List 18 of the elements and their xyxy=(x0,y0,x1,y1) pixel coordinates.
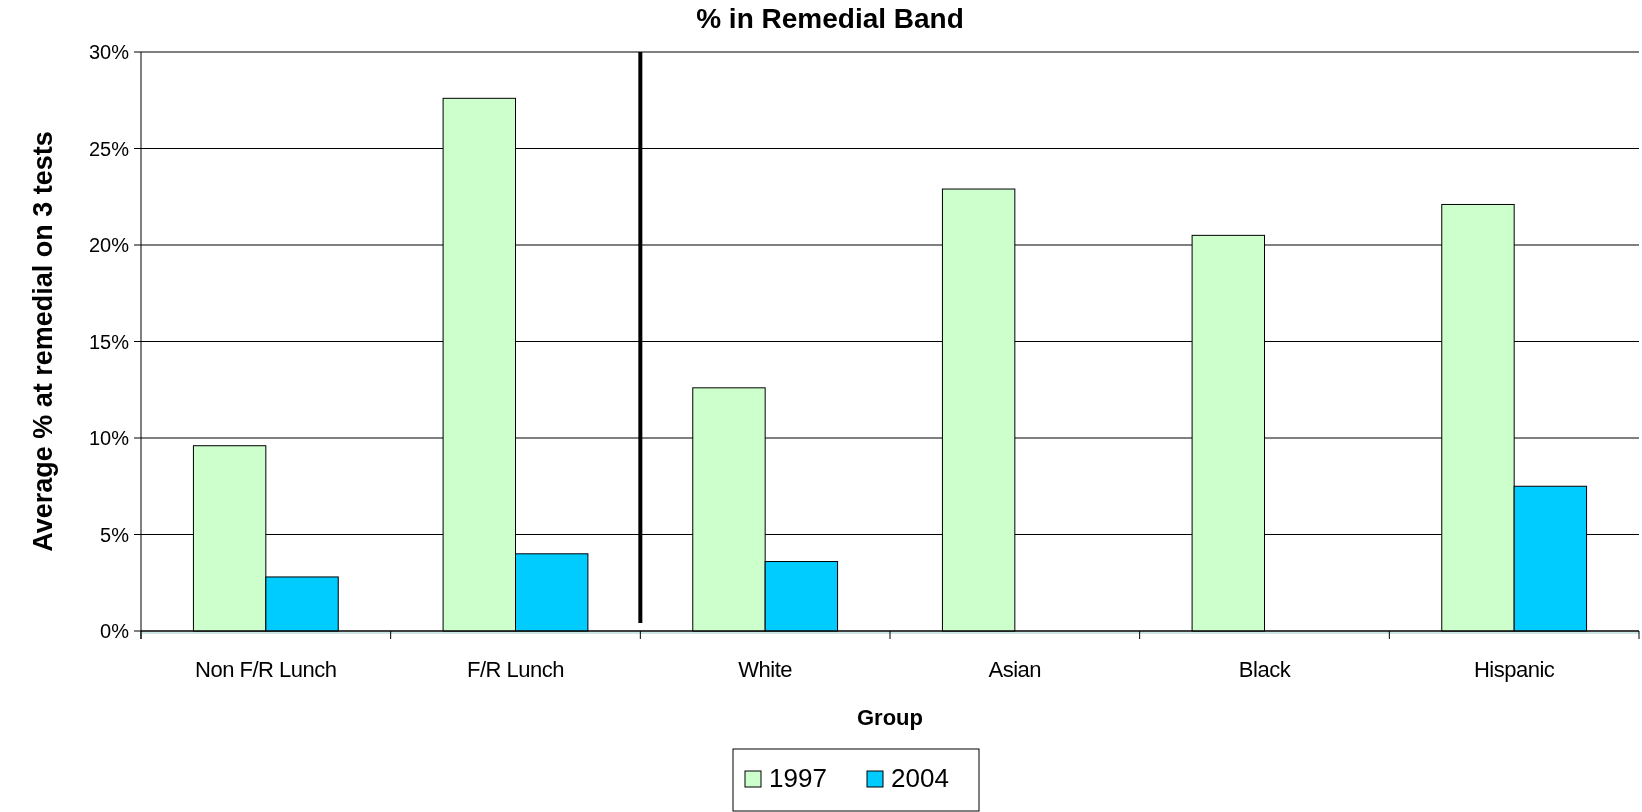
x-tick-label: White xyxy=(738,657,793,682)
y-tick-label: 25% xyxy=(88,137,130,160)
y-tick-label: 30% xyxy=(88,41,130,63)
x-axis-title: Group xyxy=(857,705,923,730)
y-tick-label: 0% xyxy=(100,620,130,642)
x-tick-label: Asian xyxy=(988,657,1042,682)
legend-label: 2004 xyxy=(891,763,949,793)
y-tick-label: 15% xyxy=(88,330,130,353)
x-tick-label: Non F/R Lunch xyxy=(195,657,337,682)
x-tick-label: Black xyxy=(1238,657,1292,682)
legend-label: 1997 xyxy=(769,763,827,793)
y-tick-label: 5% xyxy=(100,523,130,546)
chart-title: % in Remedial Band xyxy=(696,3,964,34)
x-tick-label: Hispanic xyxy=(1473,657,1555,682)
y-axis-title: Average % at remedial on 3 tests xyxy=(28,131,58,552)
y-tick-label: 20% xyxy=(88,234,130,256)
y-tick-label: 10% xyxy=(88,427,130,449)
x-tick-label: F/R Lunch xyxy=(467,657,564,682)
